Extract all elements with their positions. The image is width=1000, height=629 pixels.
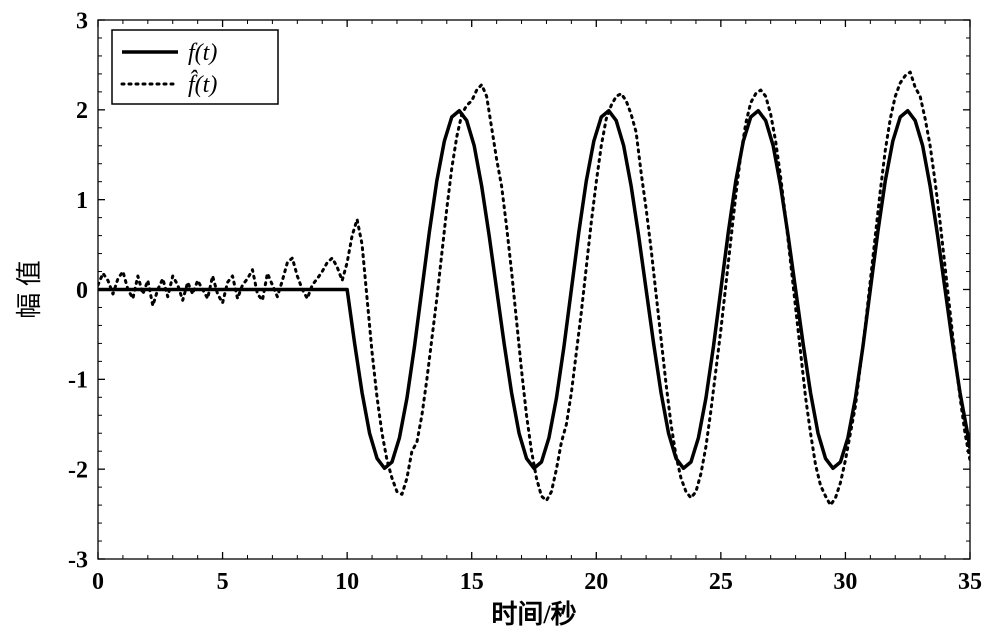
- x-tick-label: 15: [460, 569, 484, 595]
- y-tick-label: -2: [68, 458, 88, 484]
- y-axis-label: 幅 值: [15, 260, 44, 319]
- x-axis-label: 时间/秒: [491, 600, 576, 629]
- y-tick-label: 3: [76, 8, 88, 34]
- x-tick-label: 25: [709, 569, 733, 595]
- chart-container: 0 5 10 15 20 25 30 35 -3 -2 -1 0 1 2 3 时间/秒 幅 值 f(t) f̂(t): [0, 0, 1000, 629]
- line-chart: 0 5 10 15 20 25 30 35 -3 -2 -1 0 1 2 3 时间/秒 幅 值 f(t) f̂(t): [0, 0, 1000, 629]
- x-tick-label: 10: [335, 569, 359, 595]
- legend-label-1: f̂(t): [188, 70, 217, 98]
- legend-label-0: f(t): [188, 40, 217, 66]
- y-tick-label: 1: [76, 188, 88, 214]
- y-tick-label: 2: [76, 98, 88, 124]
- y-tick-label: 0: [76, 278, 88, 304]
- x-tick-label: 20: [584, 569, 608, 595]
- y-tick-label: -3: [68, 547, 88, 573]
- x-tick-label: 30: [833, 569, 857, 595]
- x-tick-label: 5: [217, 569, 229, 595]
- legend: f(t) f̂(t): [112, 30, 278, 104]
- x-tick-label: 35: [958, 569, 982, 595]
- y-tick-label: -1: [68, 368, 88, 394]
- x-tick-label: 0: [92, 569, 104, 595]
